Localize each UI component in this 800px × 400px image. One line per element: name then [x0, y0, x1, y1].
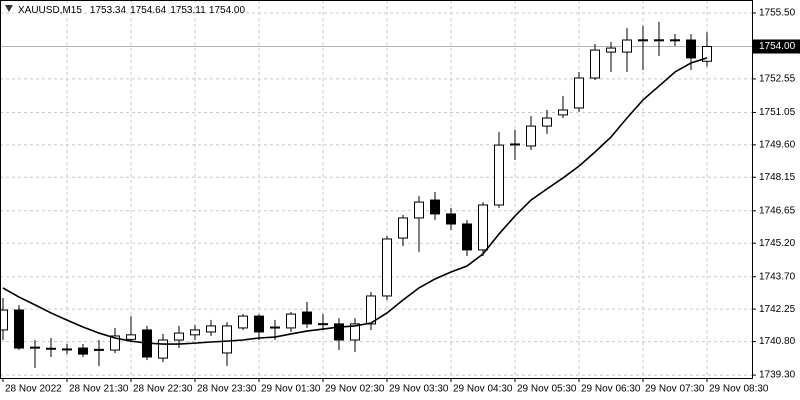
- candle-body: [382, 238, 392, 297]
- candle-body: [670, 39, 680, 42]
- candle-body: [542, 117, 552, 127]
- candle-body: [510, 143, 520, 146]
- y-tick-label: 1752.55: [759, 74, 796, 85]
- candle-body: [414, 201, 424, 219]
- candle-body: [270, 326, 280, 329]
- candle-body: [174, 332, 184, 341]
- y-tick-label: 1740.80: [759, 336, 796, 347]
- candle-body: [654, 39, 664, 42]
- x-tick-label: 28 Nov 21:30: [69, 384, 129, 395]
- x-tick-label: 29 Nov 04:30: [453, 384, 513, 395]
- x-tick-label: 29 Nov 06:30: [581, 384, 641, 395]
- candle-body: [334, 323, 344, 341]
- x-tick-label: 28 Nov 2022: [5, 384, 62, 395]
- moving-average: [2, 57, 708, 345]
- candle-body: [574, 77, 584, 109]
- candle-body: [558, 109, 568, 116]
- candle-body: [702, 45, 712, 62]
- candle-body: [0, 309, 8, 331]
- y-tick-label: 1755.50: [759, 8, 796, 19]
- y-tick-label: 1743.70: [759, 271, 796, 282]
- x-tick-label: 29 Nov 05:30: [517, 384, 577, 395]
- x-tick-label: 28 Nov 22:30: [133, 384, 193, 395]
- y-tick-label: 1742.25: [759, 304, 796, 315]
- header: XAUUSD,M15 1753.34 1754.64 1753.11 1754.00: [18, 5, 245, 16]
- candle-body: [526, 125, 536, 147]
- x-tick-label: 29 Nov 07:30: [645, 384, 705, 395]
- candle-body: [126, 334, 136, 340]
- candle-body: [254, 315, 264, 333]
- y-tick-label: 1746.65: [759, 205, 796, 216]
- header-value: 1754.00: [209, 5, 246, 16]
- candle-body: [318, 323, 328, 326]
- candle-body: [590, 49, 600, 79]
- y-tick-label: 1748.15: [759, 172, 796, 183]
- candle-body: [686, 39, 696, 59]
- candle-body: [302, 311, 312, 325]
- candle-body: [366, 295, 376, 325]
- candle-body: [78, 347, 88, 355]
- y-tick-label: 1751.05: [759, 107, 796, 118]
- symbol-icon: [5, 5, 13, 12]
- header-value: 1753.34: [90, 5, 127, 16]
- x-tick-label: 29 Nov 03:30: [389, 384, 449, 395]
- header-symbol: XAUUSD,M15: [18, 5, 82, 16]
- candle-body: [478, 204, 488, 251]
- grid: [0, 0, 752, 378]
- candle-body: [398, 217, 408, 239]
- header-value: 1753.11: [170, 5, 206, 16]
- y-tick-label: 1749.60: [759, 139, 796, 150]
- y-tick-label: 1739.30: [759, 370, 796, 381]
- x-tick-label: 28 Nov 23:30: [197, 384, 257, 395]
- candle-body: [190, 329, 200, 336]
- candle-body: [606, 47, 616, 53]
- candle-body: [110, 335, 120, 351]
- plot-frame: [0, 0, 753, 379]
- candle-body: [222, 325, 232, 354]
- candle-body: [462, 223, 472, 251]
- candle-body: [206, 325, 216, 333]
- candle-body: [46, 347, 56, 350]
- price-label: 1754.00: [759, 41, 796, 52]
- candle-body: [638, 39, 648, 42]
- x-tick-label: 29 Nov 01:30: [261, 384, 321, 395]
- x-tick-label: 29 Nov 02:30: [325, 384, 385, 395]
- candle-body: [494, 144, 504, 206]
- candle-body: [238, 315, 248, 329]
- y-tick-label: 1745.20: [759, 238, 796, 249]
- candle-body: [446, 213, 456, 225]
- header-value: 1754.64: [130, 5, 167, 16]
- x-tick-label: 29 Nov 08:30: [709, 384, 769, 395]
- candle-body: [94, 348, 104, 351]
- candle-body: [14, 309, 24, 349]
- candle-body: [622, 39, 632, 53]
- candle-body: [286, 313, 296, 329]
- price-label-box: [753, 39, 800, 54]
- candle-body: [158, 339, 168, 359]
- marks: [0, 21, 712, 368]
- candle-body: [30, 346, 40, 349]
- candle-body: [62, 348, 72, 351]
- candle-body: [350, 323, 360, 341]
- candle-body: [430, 199, 440, 215]
